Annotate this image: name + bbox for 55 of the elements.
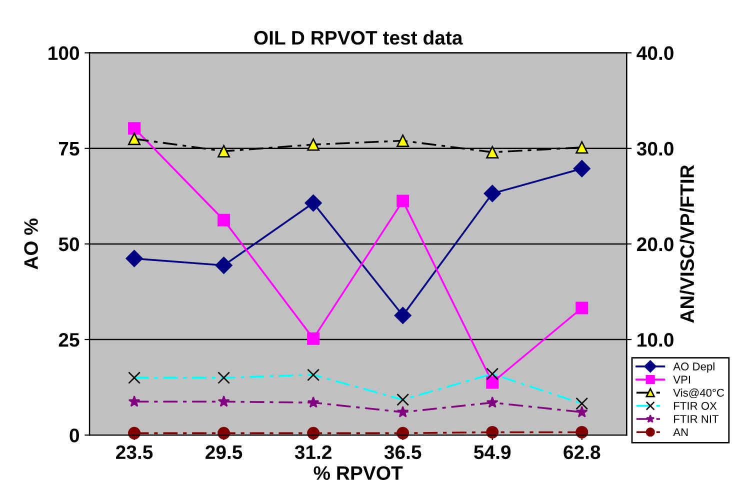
point — [126, 250, 143, 268]
y-axis-title: AO % — [24, 218, 38, 270]
y2-tick-label: 10.0 — [638, 332, 674, 347]
point — [394, 306, 412, 324]
x-tick-label: 36.5 — [384, 445, 422, 460]
point — [396, 426, 410, 440]
point — [307, 396, 320, 408]
chart-title: OIL D RPVOT test data — [254, 30, 463, 45]
point — [576, 406, 588, 418]
point — [396, 194, 410, 208]
y2-tick-label: 20.0 — [637, 237, 674, 252]
point — [128, 122, 141, 135]
y-tick-label: 50 — [58, 237, 80, 252]
point — [218, 395, 230, 407]
legend-label: AO Depl — [673, 362, 714, 373]
y2-tick-label: 30.0 — [636, 142, 674, 156]
point — [218, 214, 230, 226]
point — [486, 426, 499, 438]
point — [576, 302, 588, 314]
point — [304, 194, 322, 212]
point — [128, 426, 141, 440]
y-tick-label: 25 — [58, 332, 80, 347]
point — [573, 160, 590, 178]
point — [128, 395, 140, 407]
legend-label: AN — [673, 428, 688, 436]
point — [576, 141, 588, 154]
point — [576, 426, 588, 438]
point — [486, 396, 498, 408]
legend-label: Vis@40°C — [673, 388, 724, 398]
point — [128, 132, 141, 146]
point — [396, 134, 410, 147]
x-tick-label: 62.8 — [564, 445, 600, 460]
y-tick-label: 75 — [59, 142, 80, 156]
point — [307, 332, 320, 345]
x-tick-label: 23.5 — [116, 445, 153, 460]
legend-label: FTIR OX — [674, 402, 717, 410]
x-tick-label: 31.2 — [294, 445, 332, 460]
y2-tick-label: 40.0 — [636, 46, 674, 60]
point — [486, 146, 499, 158]
point — [396, 406, 409, 418]
point — [486, 376, 499, 389]
x-tick-label: 29.5 — [206, 445, 242, 460]
point — [307, 426, 320, 440]
point — [218, 426, 230, 440]
y-tick-label: 0 — [70, 428, 79, 442]
y-tick-label: 100 — [48, 46, 80, 60]
point — [307, 138, 320, 151]
legend-label: FTIR NIT — [674, 415, 719, 423]
point — [218, 145, 230, 158]
point — [484, 184, 501, 202]
y2-axis-title: AN/VISC/VP/FTIR — [680, 164, 694, 323]
x-axis-title: % RPVOT — [314, 466, 403, 480]
legend-label: VPI — [673, 376, 690, 384]
x-tick-label: 54.9 — [474, 445, 511, 460]
point — [215, 256, 232, 274]
